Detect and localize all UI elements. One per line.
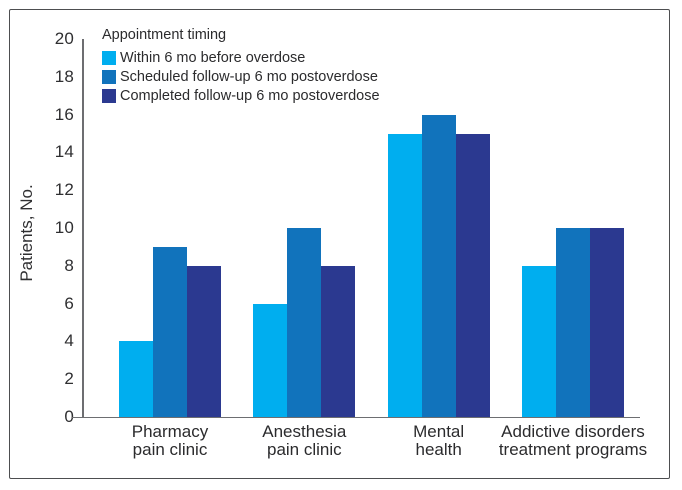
x-axis-line bbox=[72, 416, 640, 418]
legend-item-label: Scheduled follow-up 6 mo postoverdose bbox=[120, 68, 378, 85]
bar bbox=[455, 133, 490, 417]
y-tick-label: 6 bbox=[64, 293, 74, 313]
bar bbox=[521, 265, 556, 417]
x-category-label: Addictive disorders treatment programs bbox=[499, 423, 647, 459]
y-axis-line bbox=[82, 39, 84, 418]
legend-swatch-icon bbox=[102, 69, 116, 84]
y-tick-label: 10 bbox=[54, 218, 74, 237]
plot-area bbox=[83, 39, 640, 417]
x-category-label-line: Addictive disorders bbox=[501, 422, 645, 441]
legend-title: Appointment timing bbox=[102, 27, 227, 43]
legend-item: Scheduled follow-up 6 mo postoverdose bbox=[102, 67, 380, 86]
legend-items: Within 6 mo before overdose Scheduled fol… bbox=[102, 48, 380, 105]
x-category-label-line: health bbox=[415, 440, 462, 459]
legend-swatch-icon bbox=[102, 50, 116, 65]
x-category-label-line: Anesthesia bbox=[262, 422, 347, 441]
legend-swatch-icon bbox=[102, 88, 116, 103]
y-tick-label: 14 bbox=[54, 142, 74, 162]
x-axis-labels: Pharmacy pain clinic Anesthesia pain clinic… bbox=[0, 423, 682, 463]
y-tick-label: 4 bbox=[64, 331, 74, 351]
y-tick-label: 2 bbox=[64, 369, 74, 389]
y-tick-label: 0 bbox=[64, 407, 74, 426]
y-tick-label: 16 bbox=[54, 104, 74, 124]
bar bbox=[153, 246, 187, 417]
x-category-label: Anesthesia pain clinic bbox=[262, 423, 346, 459]
y-tick-label: 8 bbox=[64, 255, 74, 275]
legend-item: Within 6 mo before overdose bbox=[102, 48, 380, 67]
legend-item-label: Completed follow-up 6 mo postoverdose bbox=[120, 87, 380, 104]
x-category-label-line: pain clinic bbox=[132, 440, 208, 459]
legend-item-label: Within 6 mo before overdose bbox=[120, 49, 306, 66]
y-tick-label: 20 bbox=[54, 29, 74, 48]
x-category-label: Pharmacy pain clinic bbox=[132, 423, 209, 459]
y-tick-label: 12 bbox=[54, 180, 74, 200]
bar bbox=[187, 265, 221, 417]
bar bbox=[253, 303, 288, 417]
legend-item: Completed follow-up 6 mo postoverdose bbox=[102, 86, 380, 105]
bar bbox=[387, 133, 422, 417]
x-category-label: Mental health bbox=[413, 423, 464, 459]
bar bbox=[555, 228, 590, 417]
x-category-label-line: Pharmacy bbox=[131, 422, 209, 441]
y-axis-ticks: 0 2 4 6 8 10 12 14 16 18 20 bbox=[0, 29, 74, 426]
bar bbox=[287, 228, 322, 417]
bar bbox=[421, 114, 456, 417]
bar bbox=[589, 228, 624, 417]
bar bbox=[321, 265, 356, 417]
legend: Appointment timing Within 6 mo before ov… bbox=[102, 27, 380, 105]
x-category-label-line: Mental bbox=[413, 422, 465, 441]
bar bbox=[119, 341, 153, 417]
x-category-label-line: pain clinic bbox=[267, 440, 342, 459]
y-tick-label: 18 bbox=[54, 66, 74, 86]
x-category-label-line: treatment programs bbox=[498, 440, 648, 459]
